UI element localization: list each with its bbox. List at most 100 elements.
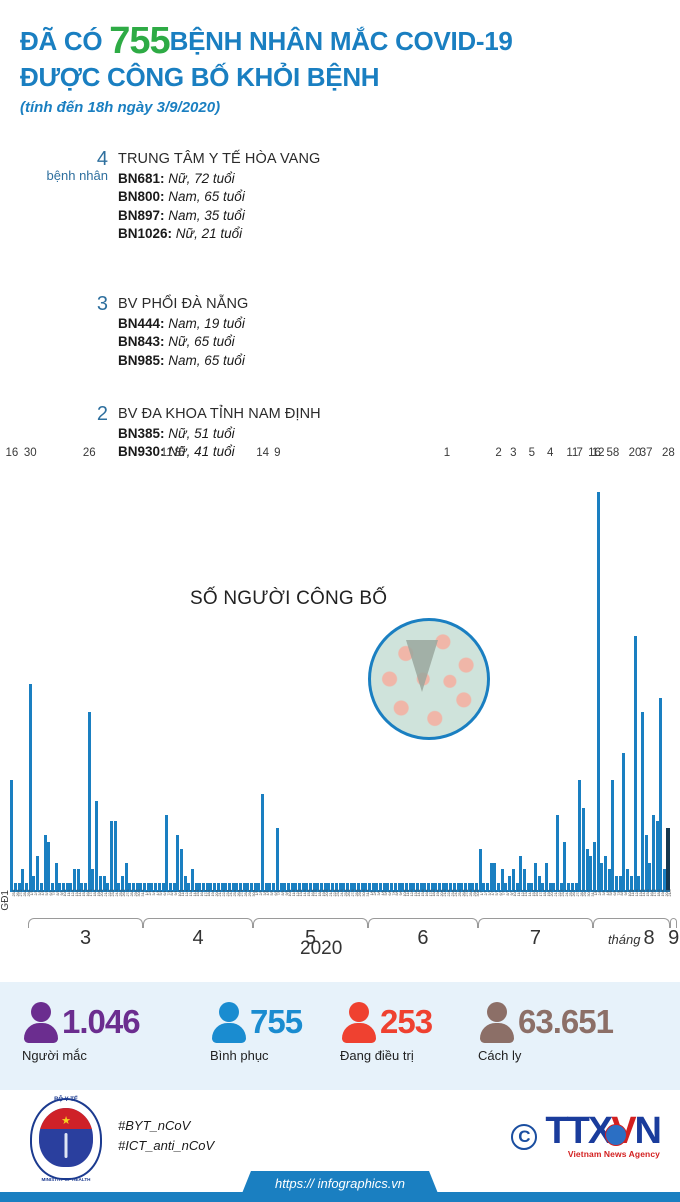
bar-value-label: 30 <box>23 447 37 459</box>
bar-slot <box>356 460 361 890</box>
chart-bar <box>235 883 239 890</box>
stat-row: 1.046 <box>22 1000 141 1044</box>
person-icon <box>478 1000 516 1044</box>
bar-slot <box>441 460 445 890</box>
title-prefix: ĐÃ CÓ <box>20 26 110 56</box>
bar-slot <box>360 460 364 890</box>
chart-bar: 2 <box>495 447 502 890</box>
bar-slot <box>545 460 549 890</box>
bar-slot <box>379 460 383 890</box>
chart-bar <box>297 883 301 890</box>
bar-slot <box>371 460 375 890</box>
bar-slot <box>50 460 55 890</box>
month-axis: 3 4 5 6 7 tháng 8 9 <box>10 918 679 958</box>
bar-slot <box>95 460 99 890</box>
patient-info: Nam, 19 tuổi <box>168 315 245 331</box>
month-bracket <box>478 918 593 928</box>
url-banner[interactable]: https:// infographics.vn <box>241 1171 439 1196</box>
bar-slot <box>272 460 276 890</box>
chart-bar <box>246 883 250 890</box>
bar-value-label: 12 <box>591 447 605 459</box>
chart-bar <box>161 883 165 890</box>
page-title-line-1: ĐÃ CÓ 755BỆNH NHÂN MẮC COVID-19 <box>20 22 580 61</box>
month-number: 8 <box>643 927 655 949</box>
chart-bar <box>515 883 519 890</box>
chart-bar: 37 <box>640 447 652 890</box>
bar-slot <box>556 460 560 890</box>
chart-bar <box>345 883 349 890</box>
chart-bar <box>143 883 147 890</box>
stat-caption: Người mắc <box>22 1048 87 1063</box>
chart-bar: 12 <box>592 447 605 890</box>
chart-bar <box>382 883 386 890</box>
chart-bar <box>21 869 25 890</box>
chart-bar <box>545 862 549 890</box>
bar-slot <box>309 460 313 890</box>
bar-slot <box>238 460 243 890</box>
person-icon <box>22 1000 60 1044</box>
bar-slot <box>146 460 150 890</box>
chart-bar <box>106 883 110 890</box>
bar-slot: 20 <box>629 447 641 890</box>
chart-bar <box>47 841 51 890</box>
bar-slot <box>43 460 47 890</box>
chart-bar <box>227 883 231 890</box>
chart-bar <box>371 883 375 890</box>
bar-slot <box>150 460 154 890</box>
bar-slot <box>338 460 342 890</box>
chart-bar <box>194 883 198 890</box>
bar-slot <box>404 460 409 890</box>
bar-slot <box>161 460 165 890</box>
chart-bar <box>14 883 18 890</box>
chart-bar <box>150 883 154 890</box>
bar-slot <box>460 460 464 890</box>
bar-slot: 11 <box>161 447 173 890</box>
chart-bar <box>640 711 644 890</box>
chart-bar <box>552 883 556 890</box>
chart-bar <box>43 835 47 890</box>
bar-slot <box>294 460 298 890</box>
bar-slot <box>382 460 386 890</box>
bar-value-label: 28 <box>661 447 675 459</box>
bar-value-label: 26 <box>82 447 96 459</box>
chart-bar <box>393 883 397 890</box>
chart-bar <box>460 883 464 890</box>
chart-bar <box>250 883 254 890</box>
bar-slot <box>585 460 589 890</box>
chart-bar <box>563 841 567 890</box>
chart-bar <box>467 883 471 890</box>
bar-slot <box>227 460 232 890</box>
chart-bar <box>508 876 512 890</box>
logo-inner: ★ <box>39 1108 93 1167</box>
bar-slot <box>209 460 213 890</box>
chart-bar <box>95 800 99 890</box>
chart-bar <box>390 883 394 890</box>
month-number: 4 <box>192 927 204 949</box>
chart-bar <box>338 883 342 890</box>
chart-bar <box>65 883 69 890</box>
chart-bar <box>618 876 622 890</box>
chart-bar <box>109 821 113 890</box>
month-number: 6 <box>417 927 429 949</box>
chart-bar <box>286 883 290 890</box>
ttxvn-wordmark: TTXVN <box>545 1112 662 1150</box>
bar-slot <box>563 460 567 890</box>
bar-slot <box>574 460 578 890</box>
month-label: 4 <box>192 927 203 950</box>
bar-slot <box>397 460 401 890</box>
bar-slot <box>117 460 121 890</box>
chart-bar <box>327 883 331 890</box>
bar-slot <box>187 460 191 890</box>
bar-slot <box>25 460 29 890</box>
bar-slot <box>305 460 309 890</box>
ministry-of-health-logo-icon: BỘ Y TẾ ★ MINISTRY OF HEALTH <box>30 1097 102 1182</box>
chart-bar <box>423 883 427 890</box>
chart-bar <box>541 883 545 890</box>
chart-bar <box>504 883 508 890</box>
bar-slot <box>65 460 69 890</box>
person-head <box>219 1002 239 1022</box>
bar-slot <box>655 460 659 890</box>
bar-slot <box>250 460 254 890</box>
logo-red-band <box>39 1108 93 1130</box>
person-head <box>349 1002 369 1022</box>
